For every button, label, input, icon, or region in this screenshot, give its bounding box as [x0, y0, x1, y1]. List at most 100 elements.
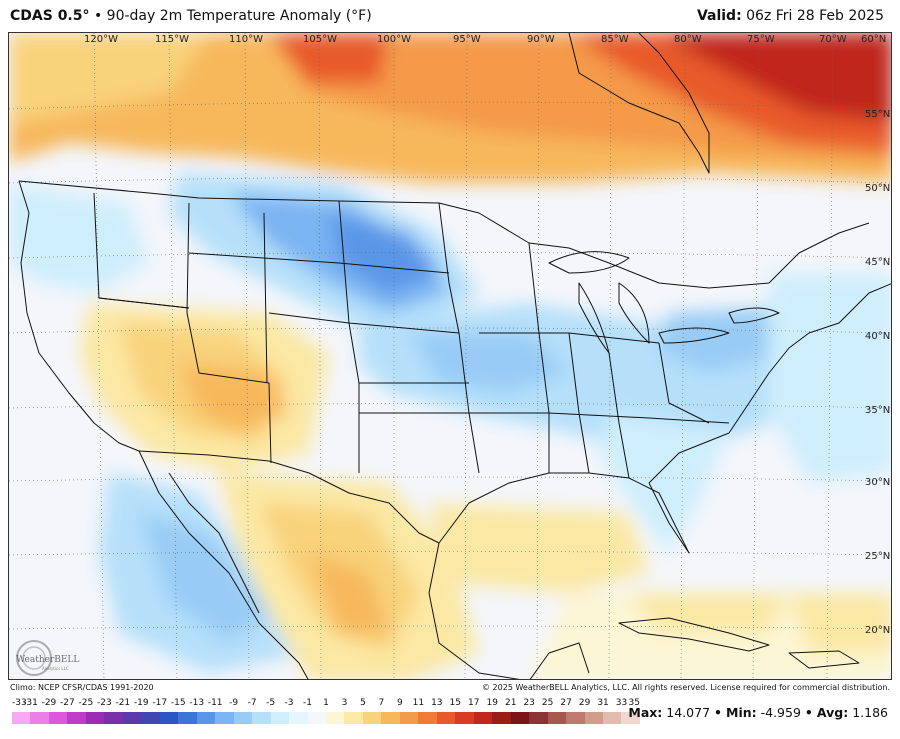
- valid-label: Valid:: [696, 8, 742, 24]
- legend-label: 19: [486, 698, 498, 708]
- lon-label: 85°W: [601, 34, 629, 45]
- weatherbell-logo: WeatherBELL Analytics LLC: [14, 638, 90, 678]
- legend-swatch: [529, 712, 548, 724]
- copyright-note: © 2025 WeatherBELL Analytics, LLC. All r…: [482, 683, 890, 692]
- legend-label: 3: [341, 698, 348, 708]
- svg-text:Analytics LLC: Analytics LLC: [42, 666, 69, 671]
- legend-swatch: [159, 712, 179, 724]
- min-value: -4.959: [760, 705, 801, 720]
- legend-label: -33: [12, 698, 27, 708]
- legend-swatch: [104, 712, 123, 724]
- climo-note: Climo: NCEP CFSR/CDAS 1991-2020: [10, 683, 154, 692]
- lon-label: 105°W: [303, 34, 337, 45]
- legend-swatch: [12, 712, 31, 724]
- legend-swatch: [418, 712, 437, 724]
- avg-label: Avg:: [816, 705, 849, 720]
- legend-swatch: [270, 712, 290, 724]
- lat-label: 50°N: [865, 183, 890, 194]
- legend-label: 7: [378, 698, 385, 708]
- stats-sep: •: [714, 705, 723, 720]
- legend-swatch: [603, 712, 622, 724]
- anomaly-map: 120°W 115°W 110°W 105°W 100°W 95°W 90°W …: [8, 32, 892, 680]
- model-name: CDAS 0.5°: [10, 8, 90, 24]
- product-name: 90-day 2m Temperature Anomaly (°F): [106, 8, 372, 24]
- latitude-labels: 55°N 50°N 45°N 40°N 35°N 30°N 25°N 20°N: [865, 109, 890, 636]
- legend-label: -17: [152, 698, 168, 708]
- field-stats: Max: 14.077 • Min: -4.959 • Avg: 1.186: [628, 705, 888, 720]
- legend-label: -13: [189, 698, 205, 708]
- legend-swatch: [621, 712, 640, 724]
- legend-swatch: [344, 712, 363, 724]
- lon-label: 80°W: [674, 34, 702, 45]
- legend-label: 11: [412, 698, 425, 708]
- legend-swatch: [399, 712, 419, 724]
- valid-time: Valid: 06z Fri 28 Feb 2025: [697, 8, 884, 24]
- stats-sep: •: [804, 705, 813, 720]
- legend-label: 1: [323, 698, 329, 708]
- legend-swatch: [141, 712, 160, 724]
- legend-labels: -33 -31 -29 -27 -25 -23 -21 -19 -17 -15 -13 -11 -9 -7…: [12, 698, 640, 712]
- legend-label: 23: [523, 698, 535, 708]
- legend-swatch: [233, 712, 253, 724]
- legend-swatch: [85, 712, 105, 724]
- legend-swatch: [252, 712, 271, 724]
- legend-label: 35: [628, 698, 640, 708]
- color-legend: -33 -31 -29 -27 -25 -23 -21 -19 -17 -15 -13 -11 -9 -7…: [12, 698, 640, 734]
- legend-label: -3: [284, 698, 294, 708]
- legend-label: 29: [578, 698, 591, 708]
- legend-swatch: [547, 712, 567, 724]
- legend-swatch: [30, 712, 49, 724]
- legend-swatch: [289, 712, 308, 724]
- legend-label: 27: [560, 698, 572, 708]
- legend-label: -9: [229, 698, 239, 708]
- longitude-labels: 120°W 115°W 110°W 105°W 100°W 95°W 90°W …: [84, 34, 886, 45]
- title-separator: •: [93, 8, 103, 24]
- legend-swatch: [215, 712, 234, 724]
- lon-label: 100°W: [377, 34, 411, 45]
- legend-label: -7: [247, 698, 257, 708]
- max-value: 14.077: [666, 705, 711, 720]
- legend-label: 17: [468, 698, 480, 708]
- lat-label: 35°N: [865, 405, 890, 416]
- legend-label: -19: [133, 698, 149, 708]
- legend-label: 33: [615, 698, 628, 708]
- legend-swatch: [178, 712, 197, 724]
- legend-swatch: [436, 712, 456, 724]
- lat-label: 30°N: [865, 477, 890, 488]
- legend-label: -15: [170, 698, 186, 708]
- legend-label: 15: [449, 698, 462, 708]
- legend-swatch: [381, 712, 400, 724]
- legend-label: -29: [41, 698, 57, 708]
- min-label: Min:: [726, 705, 757, 720]
- political-borders: [18, 33, 891, 679]
- legend-label: -23: [96, 698, 112, 708]
- lon-label: 95°W: [453, 34, 481, 45]
- lat-label: 55°N: [865, 109, 890, 120]
- legend-label: 31: [597, 698, 609, 708]
- legend-label: -27: [60, 698, 75, 708]
- legend-label: 5: [360, 698, 366, 708]
- legend-label: -25: [78, 698, 94, 708]
- lat-label: 40°N: [865, 331, 890, 342]
- lat-label: 25°N: [865, 551, 890, 562]
- legend-label: -5: [266, 698, 276, 708]
- legend-label: -1: [303, 698, 313, 708]
- valid-value: 06z Fri 28 Feb 2025: [746, 8, 884, 24]
- lon-label: 120°W: [84, 34, 118, 45]
- avg-value: 1.186: [852, 705, 888, 720]
- legend-label: 25: [541, 698, 554, 708]
- legend-swatch: [510, 712, 530, 724]
- lon-label: 115°W: [155, 34, 189, 45]
- legend-swatch: [48, 712, 68, 724]
- lon-label: 70°W: [819, 34, 847, 45]
- legend-label: 13: [431, 698, 443, 708]
- legend-label: 21: [504, 698, 517, 708]
- lon-label: 75°W: [747, 34, 775, 45]
- lon-label: 110°W: [229, 34, 263, 45]
- max-label: Max:: [628, 705, 663, 720]
- map-canvas: 120°W 115°W 110°W 105°W 100°W 95°W 90°W …: [9, 33, 891, 679]
- legend-swatch: [325, 712, 345, 724]
- legend-label: -31: [23, 698, 38, 708]
- lon-label: 60°N: [861, 34, 886, 45]
- map-header: CDAS 0.5° • 90-day 2m Temperature Anomal…: [0, 0, 900, 32]
